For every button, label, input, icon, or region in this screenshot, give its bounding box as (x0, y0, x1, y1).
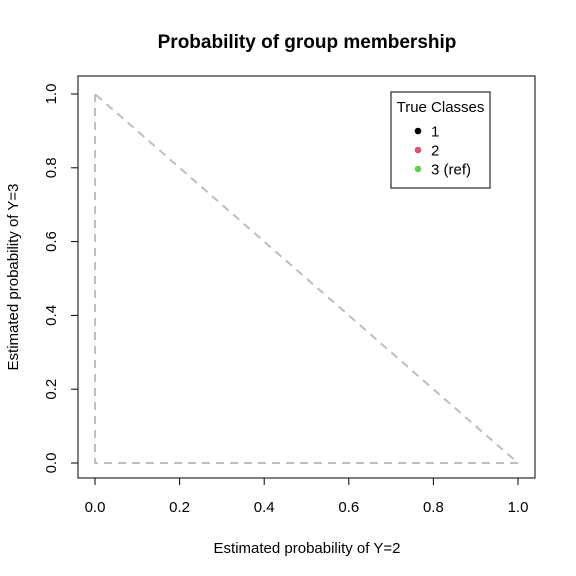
legend-item-label: 2 (431, 143, 439, 160)
y-tick-label: 0.4 (43, 305, 60, 326)
simplex-boundary (94, 93, 521, 464)
y-tick-label: 0.6 (43, 231, 60, 252)
x-tick-label: 1.0 (508, 499, 529, 516)
x-tick-label: 0.0 (85, 499, 106, 516)
legend-items: 1 2 3 (ref) (414, 124, 471, 179)
x-axis: 0.0 0.2 0.4 0.6 0.8 1.0 (85, 477, 529, 516)
simplex-boundary-line (94, 93, 521, 464)
legend-item-label: 1 (431, 124, 439, 141)
legend-title: True Classes (397, 99, 485, 116)
chart-title: Probability of group membership (158, 32, 457, 53)
x-tick-label: 0.2 (169, 499, 190, 516)
legend-marker (414, 165, 422, 173)
y-tick-label: 0.2 (43, 379, 60, 400)
x-axis-label: Estimated probability of Y=2 (214, 540, 401, 557)
x-tick-label: 0.4 (254, 499, 275, 516)
x-tick-label: 0.6 (338, 499, 359, 516)
y-axis: 0.0 0.2 0.4 0.6 0.8 1.0 (43, 84, 79, 474)
y-tick-label: 0.8 (43, 157, 60, 178)
legend-marker (414, 146, 422, 154)
y-tick-label: 0.0 (43, 453, 60, 474)
x-tick-label: 0.8 (423, 499, 444, 516)
y-axis-label: Estimated probability of Y=3 (5, 184, 22, 371)
legend: True Classes 1 2 3 (ref) (390, 91, 491, 189)
legend-item-label: 3 (ref) (431, 162, 471, 179)
legend-marker (414, 127, 422, 135)
legend-box (390, 91, 491, 189)
y-tick-label: 1.0 (43, 84, 60, 105)
